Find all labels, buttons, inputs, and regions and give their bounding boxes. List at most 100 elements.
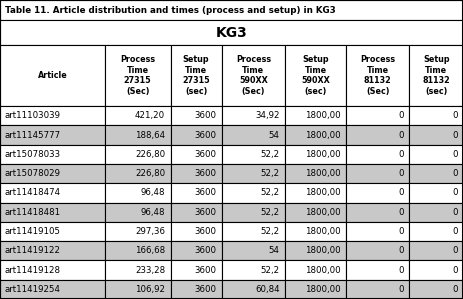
Bar: [0, 106, 105, 126]
Text: 0: 0: [452, 208, 457, 217]
Text: 52,2: 52,2: [260, 150, 280, 159]
Bar: [222, 106, 285, 126]
Text: 1800,00: 1800,00: [305, 285, 340, 294]
Text: 1800,00: 1800,00: [305, 169, 340, 178]
Bar: [105, 45, 170, 106]
Bar: [346, 260, 409, 280]
Bar: [346, 145, 409, 164]
Text: art11418474: art11418474: [5, 188, 61, 197]
Text: 0: 0: [398, 266, 404, 274]
Text: 3600: 3600: [194, 208, 216, 217]
Text: 421,20: 421,20: [135, 111, 165, 120]
Bar: [222, 45, 285, 106]
Bar: [285, 126, 346, 145]
Bar: [346, 222, 409, 241]
Bar: [0, 241, 105, 260]
Bar: [105, 222, 170, 241]
Bar: [0, 126, 105, 145]
Bar: [285, 260, 346, 280]
Bar: [409, 45, 463, 106]
Bar: [346, 164, 409, 183]
Bar: [346, 183, 409, 203]
Bar: [409, 222, 463, 241]
Bar: [409, 280, 463, 299]
Bar: [222, 145, 285, 164]
Text: 3600: 3600: [194, 131, 216, 140]
Bar: [105, 145, 170, 164]
Bar: [222, 280, 285, 299]
Text: 0: 0: [452, 150, 457, 159]
Text: 1800,00: 1800,00: [305, 227, 340, 236]
Text: Process
Time
590XX
(Sec): Process Time 590XX (Sec): [236, 55, 271, 96]
Bar: [170, 260, 222, 280]
Bar: [409, 183, 463, 203]
Text: 0: 0: [452, 227, 457, 236]
Text: 54: 54: [269, 246, 280, 255]
Text: 96,48: 96,48: [141, 208, 165, 217]
Bar: [409, 145, 463, 164]
Bar: [170, 45, 222, 106]
Bar: [105, 106, 170, 126]
Bar: [170, 126, 222, 145]
Bar: [285, 145, 346, 164]
Bar: [170, 241, 222, 260]
Text: Process
Time
81132
(Sec): Process Time 81132 (Sec): [360, 55, 395, 96]
Text: 0: 0: [398, 111, 404, 120]
Text: 0: 0: [452, 169, 457, 178]
Text: 0: 0: [398, 188, 404, 197]
Text: Article: Article: [38, 71, 67, 80]
Text: 0: 0: [452, 131, 457, 140]
Bar: [222, 203, 285, 222]
Text: 233,28: 233,28: [135, 266, 165, 274]
Bar: [0, 260, 105, 280]
Text: Setup
Time
81132
(sec): Setup Time 81132 (sec): [422, 55, 450, 96]
Bar: [285, 45, 346, 106]
Text: 1800,00: 1800,00: [305, 246, 340, 255]
Bar: [0, 45, 105, 106]
Text: art15078029: art15078029: [5, 169, 61, 178]
Bar: [0, 20, 463, 45]
Bar: [409, 126, 463, 145]
Bar: [170, 203, 222, 222]
Text: 1800,00: 1800,00: [305, 188, 340, 197]
Bar: [0, 164, 105, 183]
Text: 0: 0: [398, 131, 404, 140]
Text: 52,2: 52,2: [260, 208, 280, 217]
Bar: [346, 106, 409, 126]
Bar: [170, 280, 222, 299]
Bar: [0, 222, 105, 241]
Bar: [170, 145, 222, 164]
Text: 60,84: 60,84: [255, 285, 280, 294]
Text: 0: 0: [452, 188, 457, 197]
Text: 188,64: 188,64: [135, 131, 165, 140]
Bar: [285, 164, 346, 183]
Bar: [170, 222, 222, 241]
Text: 106,92: 106,92: [135, 285, 165, 294]
Bar: [409, 241, 463, 260]
Text: art15078033: art15078033: [5, 150, 61, 159]
Text: 3600: 3600: [194, 111, 216, 120]
Text: 297,36: 297,36: [135, 227, 165, 236]
Bar: [0, 0, 463, 20]
Bar: [0, 145, 105, 164]
Bar: [222, 222, 285, 241]
Text: 3600: 3600: [194, 246, 216, 255]
Text: 1800,00: 1800,00: [305, 208, 340, 217]
Text: Table 11. Article distribution and times (process and setup) in KG3: Table 11. Article distribution and times…: [5, 6, 335, 15]
Text: art11419122: art11419122: [5, 246, 61, 255]
Text: 0: 0: [398, 150, 404, 159]
Text: 0: 0: [398, 169, 404, 178]
Text: 54: 54: [269, 131, 280, 140]
Text: 3600: 3600: [194, 150, 216, 159]
Bar: [105, 164, 170, 183]
Bar: [0, 280, 105, 299]
Bar: [170, 164, 222, 183]
Bar: [409, 203, 463, 222]
Text: 34,92: 34,92: [255, 111, 280, 120]
Text: 52,2: 52,2: [260, 227, 280, 236]
Text: 0: 0: [452, 266, 457, 274]
Bar: [409, 260, 463, 280]
Bar: [170, 183, 222, 203]
Text: 1800,00: 1800,00: [305, 111, 340, 120]
Text: 0: 0: [398, 227, 404, 236]
